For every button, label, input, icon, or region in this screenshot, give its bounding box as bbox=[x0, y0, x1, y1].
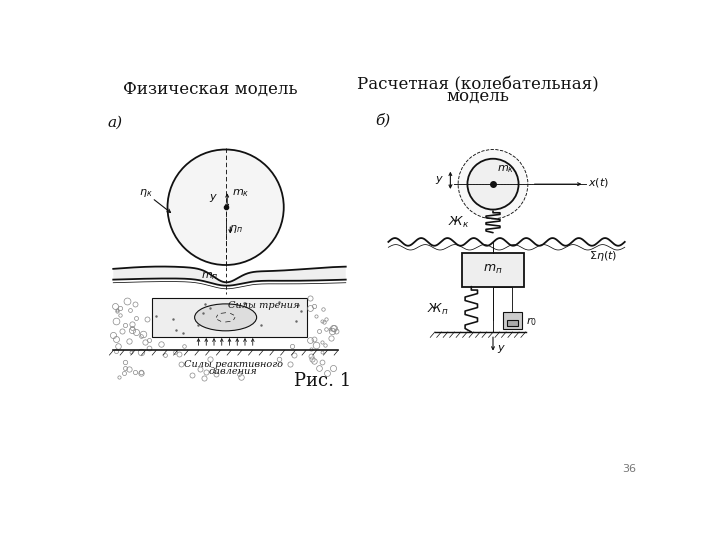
Bar bbox=[507, 320, 518, 326]
Circle shape bbox=[168, 150, 284, 265]
Text: 36: 36 bbox=[622, 464, 636, 474]
Text: $m_п$: $m_п$ bbox=[483, 263, 503, 276]
Text: $\Sigma\eta(t)$: $\Sigma\eta(t)$ bbox=[589, 249, 617, 263]
Text: модель: модель bbox=[446, 88, 509, 105]
Text: Физическая модель: Физическая модель bbox=[123, 81, 297, 98]
Text: Силы реактивного: Силы реактивного bbox=[184, 360, 283, 369]
Text: $Ж_п$: $Ж_п$ bbox=[426, 302, 448, 317]
Bar bbox=[462, 253, 524, 287]
Text: Рис. 1: Рис. 1 bbox=[294, 372, 351, 389]
Text: $\eta_к$: $\eta_к$ bbox=[139, 187, 153, 199]
Text: $m_к$: $m_к$ bbox=[232, 187, 249, 199]
Text: $m_к$: $m_к$ bbox=[497, 163, 514, 174]
Circle shape bbox=[467, 159, 518, 210]
Text: $Ж_к$: $Ж_к$ bbox=[449, 215, 469, 230]
Text: Расчетная (колебательная): Расчетная (колебательная) bbox=[356, 76, 598, 93]
Ellipse shape bbox=[194, 304, 256, 331]
Text: $m_п$: $m_п$ bbox=[202, 271, 219, 282]
Circle shape bbox=[458, 150, 528, 219]
Text: $r_0$: $r_0$ bbox=[526, 315, 536, 328]
Text: $x(t)$: $x(t)$ bbox=[588, 176, 608, 189]
Bar bbox=[503, 312, 522, 329]
Text: $\eta_п$: $\eta_п$ bbox=[229, 223, 243, 235]
Polygon shape bbox=[113, 267, 346, 286]
Text: $y$: $y$ bbox=[209, 192, 218, 204]
Text: б): б) bbox=[375, 113, 390, 127]
Text: давления: давления bbox=[209, 367, 258, 376]
Text: Силы трения: Силы трения bbox=[228, 301, 300, 310]
Text: $y$: $y$ bbox=[435, 174, 444, 186]
Text: а): а) bbox=[107, 116, 122, 130]
Bar bbox=[152, 298, 307, 336]
Text: $y$: $y$ bbox=[497, 343, 506, 355]
